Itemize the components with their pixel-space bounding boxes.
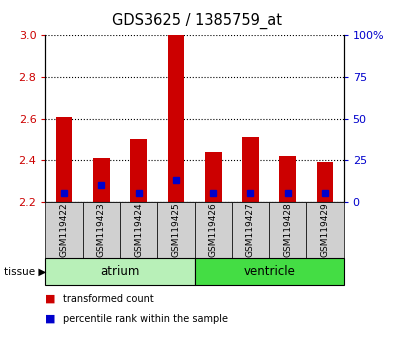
Text: percentile rank within the sample: percentile rank within the sample	[63, 314, 228, 324]
Text: tissue ▶: tissue ▶	[4, 267, 46, 277]
Text: GSM119422: GSM119422	[60, 203, 69, 257]
Bar	[205, 152, 222, 202]
Text: GSM119423: GSM119423	[97, 203, 106, 257]
Text: ■: ■	[45, 314, 56, 324]
Text: GSM119425: GSM119425	[171, 203, 181, 257]
Bar	[317, 162, 333, 202]
Text: GDS3625 / 1385759_at: GDS3625 / 1385759_at	[113, 12, 282, 29]
Bar	[242, 137, 259, 202]
Text: GSM119428: GSM119428	[283, 203, 292, 257]
Text: GSM119424: GSM119424	[134, 203, 143, 257]
Text: GSM119426: GSM119426	[209, 203, 218, 257]
Bar	[130, 139, 147, 202]
Bar	[167, 35, 184, 202]
Bar	[93, 158, 110, 202]
Text: GSM119427: GSM119427	[246, 203, 255, 257]
Bar	[56, 116, 72, 202]
Bar	[279, 156, 296, 202]
Text: ventricle: ventricle	[243, 265, 295, 278]
Text: transformed count: transformed count	[63, 294, 154, 304]
Text: GSM119429: GSM119429	[320, 203, 329, 257]
Text: atrium: atrium	[100, 265, 140, 278]
Text: ■: ■	[45, 294, 56, 304]
